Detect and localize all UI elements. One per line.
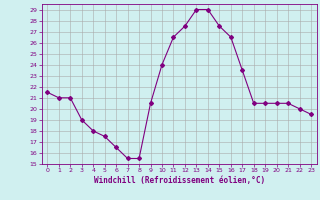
X-axis label: Windchill (Refroidissement éolien,°C): Windchill (Refroidissement éolien,°C) (94, 176, 265, 185)
